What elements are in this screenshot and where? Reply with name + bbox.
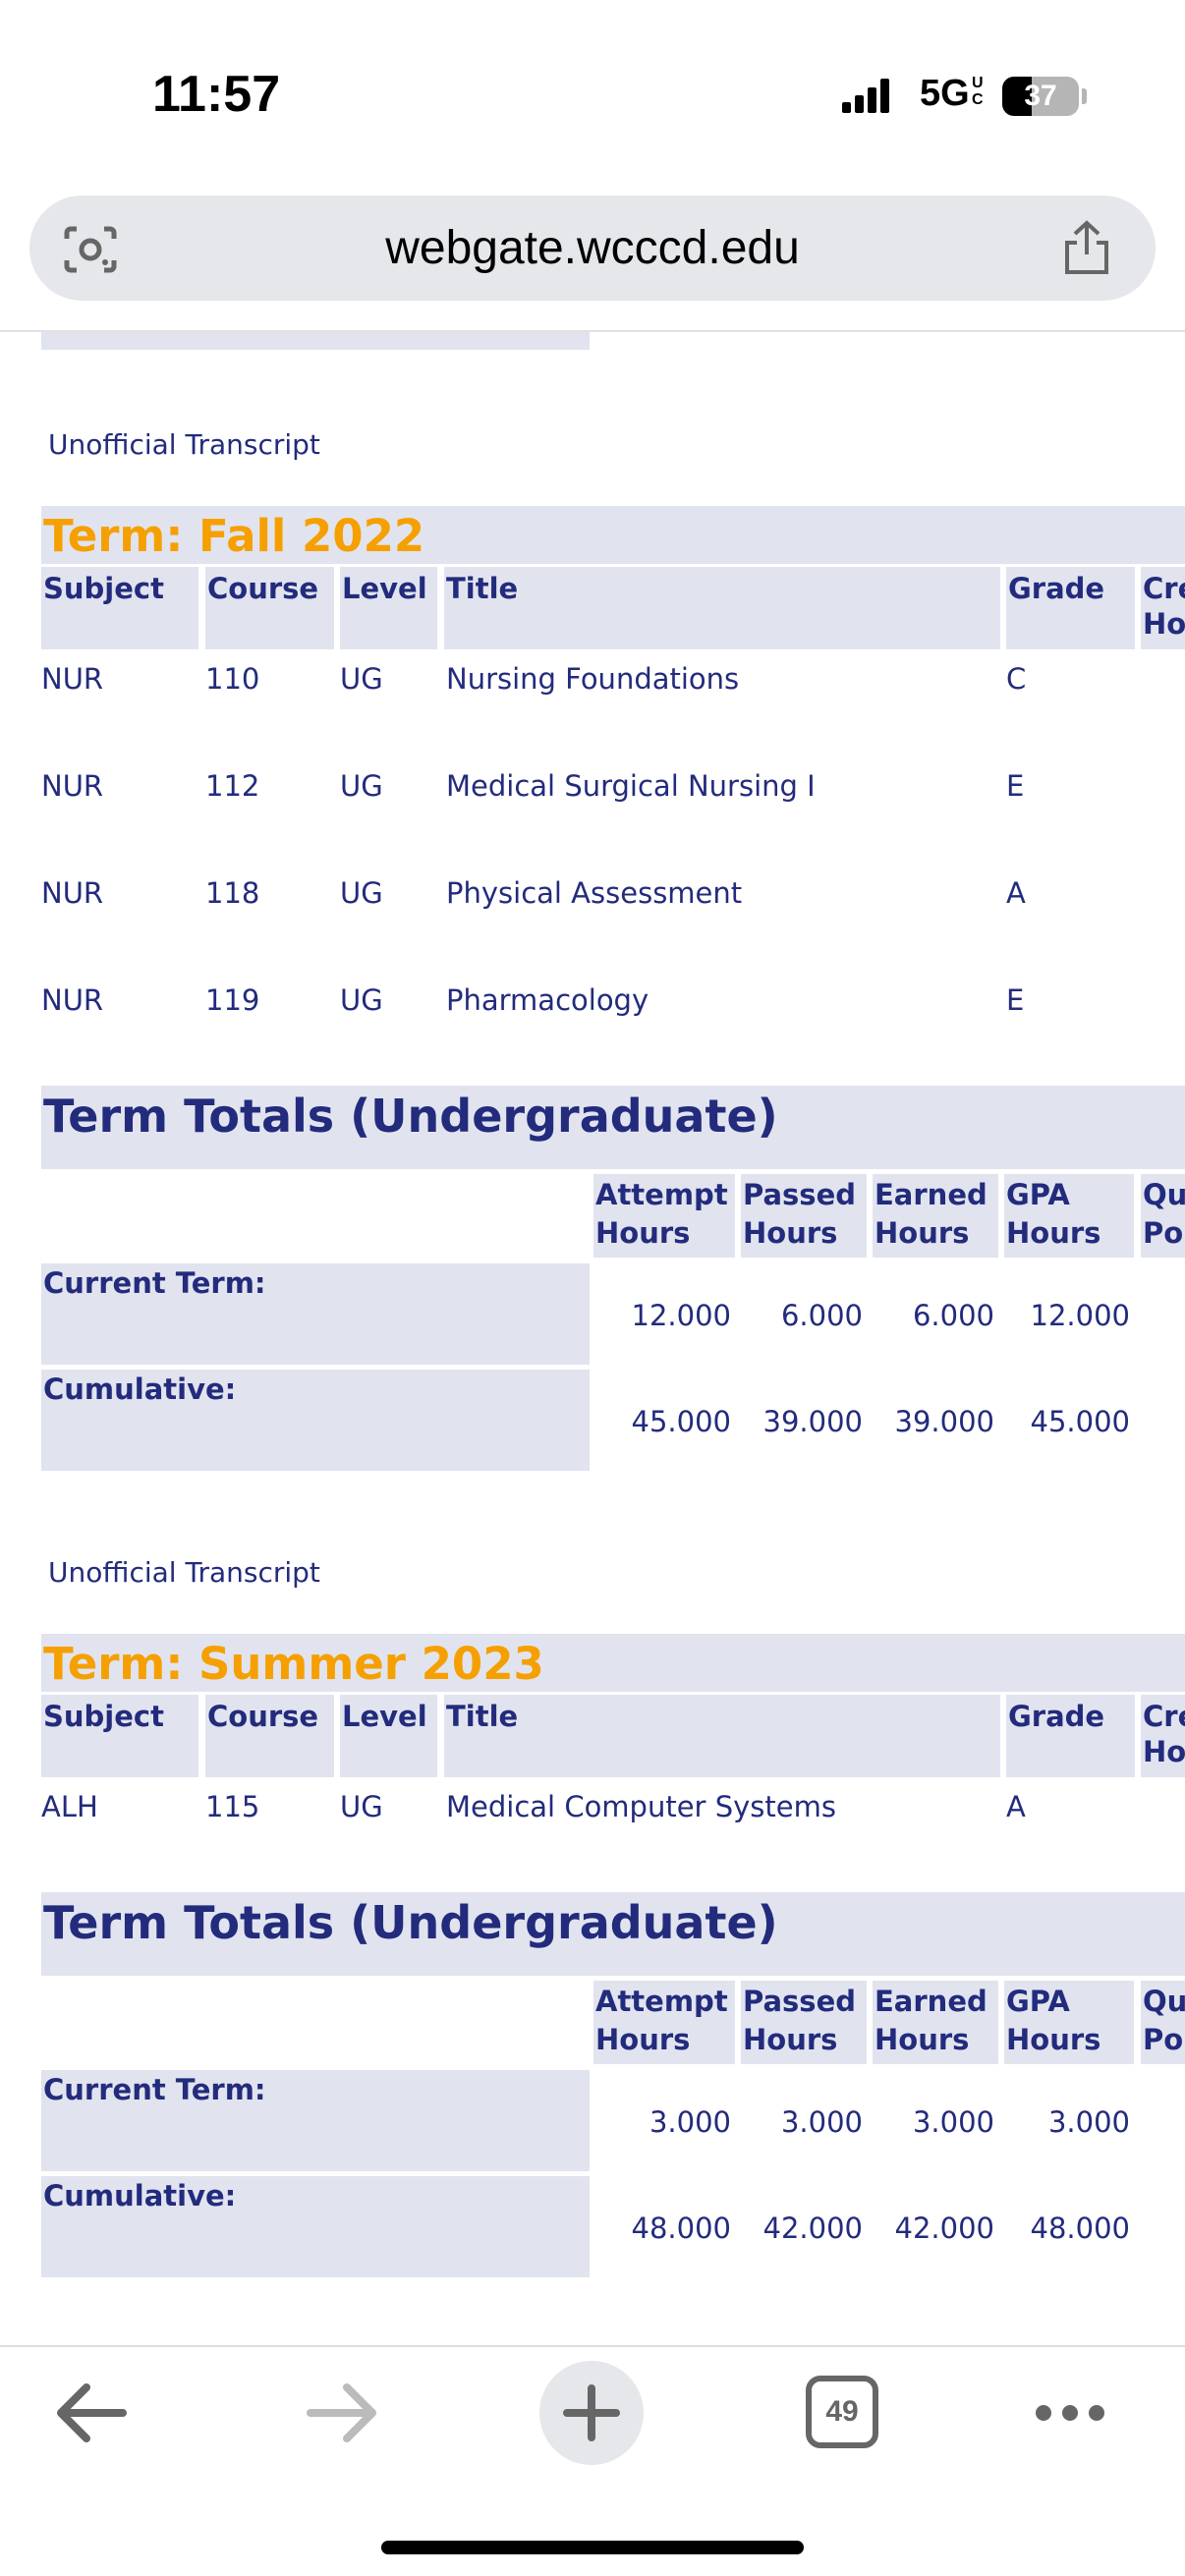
totals-header: Passed Hours	[741, 1174, 867, 1258]
course-cell: Pharmacology	[446, 983, 649, 1017]
totals-header: Quality Points	[1141, 1174, 1185, 1258]
totals-value: 6.000	[912, 1299, 994, 1332]
totals-header: Earned Hours	[873, 1174, 998, 1258]
column-header: Credit Hours	[1141, 567, 1185, 649]
course-cell: C	[1006, 662, 1027, 696]
column-header: Title	[444, 1695, 1000, 1777]
course-cell: A	[1006, 1790, 1026, 1823]
url-text[interactable]: webgate.wcccd.edu	[385, 222, 800, 274]
totals-value: 3.000	[1047, 2105, 1130, 2139]
course-cell: 115	[205, 1790, 260, 1823]
totals-header: GPA Hours	[1004, 1981, 1134, 2064]
totals-header: Attempt Hours	[593, 1174, 735, 1258]
divider	[0, 330, 1185, 332]
share-icon[interactable]	[1059, 219, 1114, 278]
column-header: Title	[444, 567, 1000, 649]
course-cell: NUR	[41, 983, 104, 1017]
totals-value: 3.000	[780, 2105, 863, 2139]
status-time: 11:57	[152, 66, 281, 123]
totals-value: 3.000	[649, 2105, 731, 2139]
course-cell: UG	[340, 769, 383, 803]
section-label: Unofficial Transcript	[48, 428, 320, 461]
totals-header: Earned Hours	[873, 1981, 998, 2064]
course-cell: UG	[340, 662, 383, 696]
battery-tip	[1082, 88, 1087, 104]
column-header: Course	[205, 1695, 334, 1777]
totals-row-label: Current Term:	[41, 2070, 590, 2171]
battery-level: 37	[1024, 80, 1057, 112]
tab-count[interactable]: 49	[825, 2395, 859, 2428]
column-header: Course	[205, 567, 334, 649]
totals-header: GPA Hours	[1004, 1174, 1134, 1258]
totals-value: 6.000	[780, 1299, 863, 1332]
column-header: Grade	[1006, 567, 1135, 649]
totals-value: 3.000	[912, 2105, 994, 2139]
totals-row-label: Cumulative:	[41, 2176, 590, 2277]
url-bar[interactable]: webgate.wcccd.edu	[29, 196, 1156, 301]
totals-value: 48.000	[631, 2212, 731, 2245]
course-cell: Physical Assessment	[446, 876, 743, 910]
term-header: Term: Fall 2022	[41, 506, 1185, 564]
battery: 37	[1002, 77, 1079, 116]
course-cell: UG	[340, 1790, 383, 1823]
course-cell: Medical Surgical Nursing I	[446, 769, 816, 803]
totals-value: 45.000	[1030, 1405, 1130, 1438]
tabs-button[interactable]	[806, 2376, 878, 2448]
totals-value: 45.000	[631, 1405, 731, 1438]
totals-row-label: Cumulative:	[41, 1370, 590, 1471]
course-cell: Medical Computer Systems	[446, 1790, 836, 1823]
back-button[interactable]	[57, 2383, 127, 2442]
signal-icon	[842, 79, 889, 113]
totals-value: 12.000	[1030, 1299, 1130, 1332]
column-header: Level	[340, 1695, 437, 1777]
section-label: Unofficial Transcript	[48, 1556, 320, 1589]
course-cell: 112	[205, 769, 260, 803]
totals-value: 48.000	[1030, 2212, 1130, 2245]
course-cell: NUR	[41, 769, 104, 803]
toolbar-icons	[57, 2361, 1104, 2554]
course-cell: NUR	[41, 662, 104, 696]
course-cell: UG	[340, 983, 383, 1017]
course-cell: A	[1006, 876, 1026, 910]
course-cell: ALH	[41, 1790, 98, 1823]
course-cell: 118	[205, 876, 260, 910]
course-cell: E	[1006, 769, 1025, 803]
column-header: Credit Hours	[1141, 1695, 1185, 1777]
cell-remnant	[41, 332, 590, 350]
totals-value: 39.000	[894, 1405, 994, 1438]
totals-header: Passed Hours	[741, 1981, 867, 2064]
toolbar: 49	[0, 2345, 1185, 2576]
home-indicator	[381, 2541, 804, 2554]
course-cell: Nursing Foundations	[446, 662, 740, 696]
course-cell: 119	[205, 983, 260, 1017]
column-header: Level	[340, 567, 437, 649]
column-header: Grade	[1006, 1695, 1135, 1777]
totals-title: Term Totals (Undergraduate)	[41, 1086, 1185, 1169]
totals-value: 42.000	[894, 2212, 994, 2245]
totals-title: Term Totals (Undergraduate)	[41, 1892, 1185, 1976]
column-header: Subject	[41, 1695, 198, 1777]
totals-row-label: Current Term:	[41, 1263, 590, 1365]
totals-value: 12.000	[631, 1299, 731, 1332]
totals-value: 39.000	[762, 1405, 863, 1438]
column-header: Subject	[41, 567, 198, 649]
network-sub: UC	[972, 75, 984, 108]
course-cell: 110	[205, 662, 260, 696]
forward-button[interactable]	[307, 2383, 376, 2442]
network-type: 5G	[920, 73, 970, 114]
lens-icon[interactable]	[63, 225, 118, 274]
course-cell: UG	[340, 876, 383, 910]
totals-value: 42.000	[762, 2212, 863, 2245]
totals-header: Quality Points	[1141, 1981, 1185, 2064]
course-cell: NUR	[41, 876, 104, 910]
course-cell: E	[1006, 983, 1025, 1017]
term-header: Term: Summer 2023	[41, 1634, 1185, 1692]
totals-header: Attempt Hours	[593, 1981, 735, 2064]
